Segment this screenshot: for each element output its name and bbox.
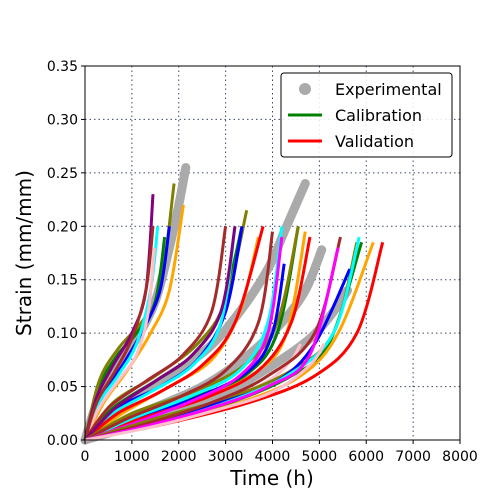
legend: Experimental Calibration Validation xyxy=(280,72,453,158)
model-series-line xyxy=(84,225,300,442)
model-series-line xyxy=(84,247,340,442)
legend-marker-experimental xyxy=(299,83,311,95)
model-series-line xyxy=(84,226,284,442)
model-series-line xyxy=(83,226,155,441)
x-tick-label: 6000 xyxy=(348,449,384,465)
model-series-line xyxy=(84,342,326,442)
model-series-line xyxy=(83,226,237,442)
y-tick-label: 0.00 xyxy=(47,433,78,449)
x-tick-label: 5000 xyxy=(302,449,338,465)
legend-label: Validation xyxy=(335,132,414,151)
model-series-line xyxy=(84,236,312,442)
x-tick-label: 7000 xyxy=(395,449,431,465)
x-tick-label: 1000 xyxy=(114,449,150,465)
model-series-line xyxy=(83,226,228,441)
y-tick-label: 0.25 xyxy=(47,166,78,182)
x-tick-label: 4000 xyxy=(255,449,291,465)
y-tick-label: 0.20 xyxy=(47,219,78,235)
model-series-line xyxy=(83,226,237,442)
axis-ticks: 0 1000 2000 3000 4000 5000 6000 7000 8000 0.00 0.0… xyxy=(47,59,478,465)
y-tick-label: 0.15 xyxy=(47,273,78,289)
legend-frame xyxy=(280,72,453,158)
model-series-line xyxy=(83,247,156,441)
model-series-line xyxy=(84,225,265,442)
x-tick-label: 8000 xyxy=(442,449,478,465)
x-tick-label: 2000 xyxy=(161,449,197,465)
legend-label: Calibration xyxy=(335,106,422,125)
y-tick-label: 0.30 xyxy=(47,112,78,128)
model-series-line xyxy=(84,231,274,442)
y-tick-label: 0.05 xyxy=(47,380,78,396)
legend-label: Experimental xyxy=(335,80,442,99)
y-axis-label: Strain (mm/mm) xyxy=(12,170,36,336)
x-axis-label: Time (h) xyxy=(229,466,314,490)
y-tick-label: 0.10 xyxy=(47,326,78,342)
x-tick-label: 0 xyxy=(81,449,90,465)
x-tick-label: 3000 xyxy=(208,449,244,465)
y-tick-label: 0.35 xyxy=(47,59,78,75)
plot-area xyxy=(80,163,385,445)
